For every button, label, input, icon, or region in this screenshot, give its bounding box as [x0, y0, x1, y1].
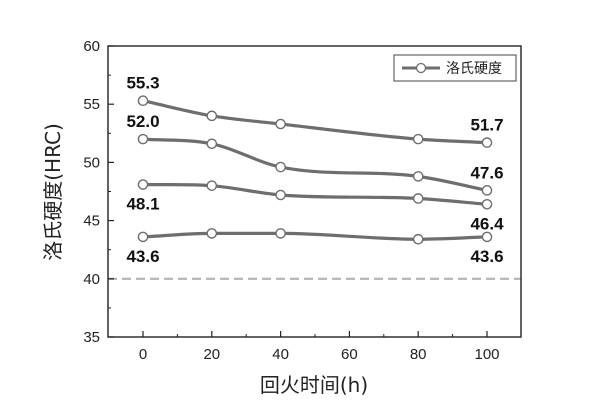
data-label: 43.6 — [470, 247, 503, 266]
data-point — [275, 189, 286, 201]
data-point — [206, 180, 218, 191]
legend-label: 洛氏硬度 — [446, 61, 502, 77]
series-line-4 — [141, 231, 489, 241]
series-line-1 — [141, 99, 489, 145]
data-point — [412, 171, 424, 182]
x-tick-label: 80 — [410, 346, 427, 363]
data-point — [137, 95, 149, 107]
data-point — [137, 179, 149, 190]
plot-frame — [107, 45, 522, 338]
y-tick-label: 45 — [83, 213, 100, 230]
y-tick-label: 35 — [83, 329, 100, 346]
data-point — [275, 118, 286, 130]
x-tick-label: 20 — [203, 346, 220, 363]
data-point — [275, 161, 286, 173]
marker-layer — [137, 95, 493, 245]
data-point — [206, 138, 218, 150]
y-tick-label: 50 — [83, 154, 100, 171]
x-tick-label: 0 — [139, 346, 147, 363]
data-label: 46.4 — [470, 214, 504, 233]
data-point — [412, 233, 424, 245]
data-point — [137, 133, 149, 145]
data-label: 47.6 — [470, 163, 503, 182]
data-point — [206, 110, 218, 122]
y-tick-label: 60 — [83, 38, 100, 55]
y-tick-label: 55 — [83, 96, 100, 113]
data-label-layer: 55.3 52.0 48.1 43.6 51.7 47.6 46.4 43.6 — [126, 74, 504, 266]
data-label: 48.1 — [126, 195, 159, 214]
data-point — [412, 193, 424, 204]
data-label: 52.0 — [126, 112, 159, 131]
data-label: 43.6 — [126, 247, 159, 266]
x-tick-label: 60 — [341, 346, 358, 363]
x-tick-label: 40 — [272, 346, 289, 363]
data-point — [412, 133, 424, 145]
data-label: 55.3 — [126, 74, 159, 93]
axis-layer: 0 20 40 60 80 100 35 40 45 50 55 60 — [83, 38, 499, 363]
data-point — [275, 228, 286, 239]
x-axis-title: 回火时间(h) — [260, 373, 368, 397]
legend: 洛氏硬度 — [393, 54, 517, 82]
data-point — [206, 228, 218, 239]
series-line-3 — [141, 182, 489, 206]
data-point — [137, 231, 149, 243]
series-line-2 — [141, 137, 489, 192]
data-point — [481, 231, 493, 243]
data-label: 51.7 — [470, 116, 503, 135]
x-tick-label: 100 — [474, 346, 499, 363]
data-point — [481, 199, 493, 210]
legend-marker-sample — [415, 62, 427, 74]
data-point — [481, 137, 493, 148]
y-tick-label: 40 — [83, 271, 100, 288]
data-point — [481, 185, 493, 196]
y-axis-title: 洛氏硬度(HRC) — [41, 123, 65, 261]
series-layer — [141, 99, 489, 241]
